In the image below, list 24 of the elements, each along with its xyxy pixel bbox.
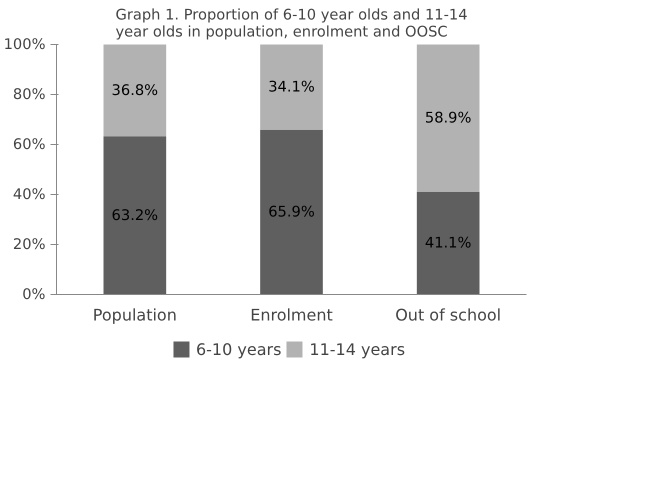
y-tick-label: 0% <box>22 286 46 303</box>
bar <box>260 44 323 130</box>
bar <box>416 192 480 294</box>
legend-label: 11-14 years <box>309 340 406 358</box>
bar <box>416 44 480 192</box>
data-label: 41.1% <box>424 234 472 252</box>
bar <box>104 44 166 136</box>
x-tick-label: Population <box>92 306 177 324</box>
y-tick-label: 20% <box>12 236 46 253</box>
bar <box>104 136 166 294</box>
x-tick-label: Out of school <box>395 306 502 324</box>
y-tick-label: 80% <box>12 86 46 103</box>
data-label: 34.1% <box>268 78 315 96</box>
data-label: 65.9% <box>268 204 315 221</box>
y-tick-label: 40% <box>12 186 46 203</box>
y-tick-label: 100% <box>4 36 46 53</box>
data-label: 58.9% <box>424 110 472 127</box>
data-label: 63.2% <box>112 207 158 224</box>
chart-title: Graph 1. Proportion of 6-10 year olds and 11-14 year olds in population, enrolment and OOSC <box>115 6 468 40</box>
bar <box>260 130 323 294</box>
y-tick-label: 60% <box>12 136 46 153</box>
data-label: 36.8% <box>112 82 158 99</box>
x-tick-label: Enrolment <box>250 306 333 324</box>
legend-label: 6-10 years <box>196 340 282 358</box>
